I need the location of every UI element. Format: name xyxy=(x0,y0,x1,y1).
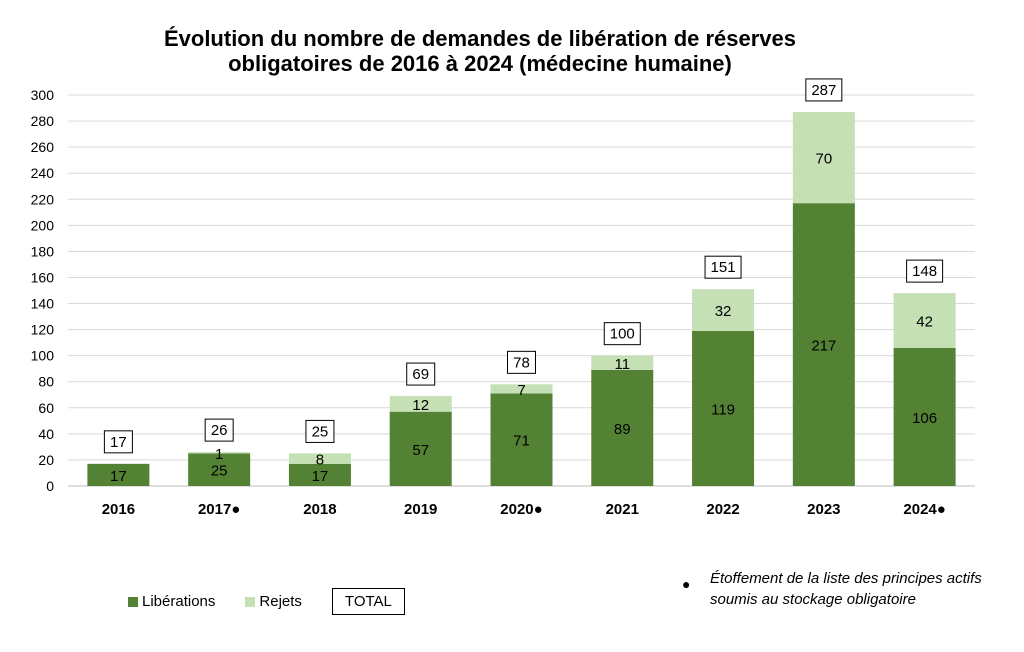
bar-liberations xyxy=(893,347,956,486)
total-label: 25 xyxy=(312,423,329,440)
y-tick-label: 80 xyxy=(38,374,54,390)
data-label-liberations: 25 xyxy=(211,463,228,480)
bar-rejets xyxy=(692,289,755,331)
data-label-rejets: 7 xyxy=(517,382,525,399)
y-tick-label: 220 xyxy=(31,191,55,207)
bar-liberations xyxy=(188,453,251,486)
data-label-rejets: 70 xyxy=(815,151,832,168)
bar-liberations xyxy=(389,411,452,486)
total-label: 69 xyxy=(412,366,429,383)
bar-liberations xyxy=(692,330,755,486)
data-label-liberations: 57 xyxy=(412,442,429,459)
x-tick-label: 2021 xyxy=(606,501,639,518)
x-tick-label: 2024● xyxy=(903,501,945,518)
total-box xyxy=(406,362,436,386)
data-label-rejets: 32 xyxy=(715,303,732,320)
data-label-rejets: 12 xyxy=(412,397,429,414)
data-label-liberations: 71 xyxy=(513,433,530,450)
y-tick-label: 180 xyxy=(31,243,55,259)
data-label-liberations: 106 xyxy=(912,410,937,427)
x-tick-label: 2017● xyxy=(198,501,240,518)
footnote: ● Étoffement de la liste des principes a… xyxy=(682,568,1014,610)
x-tick-label: 2022 xyxy=(706,501,739,518)
total-label: 100 xyxy=(610,326,635,343)
total-box xyxy=(704,255,742,279)
bar-liberations xyxy=(591,370,654,486)
total-box xyxy=(603,322,641,346)
legend-item-rejets: Rejets xyxy=(245,593,302,610)
chart-legend: Libérations Rejets TOTAL xyxy=(128,588,405,615)
x-tick-label: 2020● xyxy=(500,501,542,518)
chart-title-line2: obligatoires de 2016 à 2024 (médecine hu… xyxy=(228,51,732,76)
y-tick-label: 300 xyxy=(31,87,55,103)
data-label-rejets: 42 xyxy=(916,313,933,330)
total-label: 26 xyxy=(211,422,228,439)
y-tick-label: 120 xyxy=(31,322,55,338)
y-tick-label: 20 xyxy=(38,452,54,468)
data-label-rejets: 11 xyxy=(614,356,630,373)
total-box xyxy=(507,350,536,374)
total-label: 151 xyxy=(711,259,736,276)
data-label-liberations: 217 xyxy=(811,338,836,355)
total-label: 287 xyxy=(811,82,836,99)
bar-rejets xyxy=(288,453,351,464)
data-label-rejets: 8 xyxy=(316,452,324,469)
legend-swatch-rejets xyxy=(245,596,256,607)
x-tick-label: 2019 xyxy=(404,501,437,518)
legend-total-box: TOTAL xyxy=(331,588,405,615)
footnote-bullet-icon: ● xyxy=(682,576,691,592)
bar-rejets xyxy=(188,452,251,454)
y-tick-label: 140 xyxy=(31,296,55,312)
data-label-liberations: 89 xyxy=(614,421,631,438)
total-box xyxy=(204,418,234,442)
data-label-liberations: 17 xyxy=(312,468,329,485)
y-tick-label: 0 xyxy=(46,478,54,494)
total-label: 78 xyxy=(513,354,530,371)
y-tick-label: 240 xyxy=(31,165,55,181)
data-label-liberations: 119 xyxy=(711,401,735,418)
footnote-text: Étoffement de la liste des principes act… xyxy=(710,570,982,608)
stacked-bar-chart: 0 20 40 60 80 100 120 140 160 180 200 220 240 260 280 3… xyxy=(31,78,975,518)
total-box xyxy=(103,430,133,454)
bar-rejets xyxy=(792,111,855,204)
y-tick-label: 100 xyxy=(31,348,55,364)
x-tick-label: 2018 xyxy=(303,501,336,518)
y-tick-label: 260 xyxy=(31,139,55,155)
x-tick-label: 2016 xyxy=(102,501,135,518)
legend-swatch-liberations xyxy=(128,596,138,607)
total-box xyxy=(805,78,843,102)
y-tick-label: 60 xyxy=(38,400,54,416)
bar-rejets xyxy=(490,384,553,394)
legend-label-rejets: Rejets xyxy=(259,593,302,610)
bar-liberations xyxy=(490,393,553,486)
bar-rejets xyxy=(591,355,654,371)
y-tick-label: 280 xyxy=(31,113,55,129)
bar-rejets xyxy=(893,293,956,348)
bar-liberations xyxy=(288,463,351,486)
total-label: 17 xyxy=(110,434,127,451)
y-tick-label: 40 xyxy=(38,426,54,442)
bar-liberations xyxy=(87,463,150,486)
data-label-liberations: 17 xyxy=(110,468,127,485)
y-tick-label: 160 xyxy=(31,269,55,285)
total-label: 148 xyxy=(912,263,937,280)
y-tick-label: 200 xyxy=(31,217,55,233)
data-label-rejets: 1 xyxy=(215,446,223,463)
x-tick-label: 2023 xyxy=(807,501,840,518)
legend-item-liberations: Libérations xyxy=(128,593,215,610)
chart-title-line1: Évolution du nombre de demandes de libér… xyxy=(163,26,797,51)
total-box xyxy=(305,419,335,443)
total-box xyxy=(906,259,944,283)
bar-rejets xyxy=(389,396,452,412)
chart-title: Évolution du nombre de demandes de libér… xyxy=(60,26,900,76)
bar-liberations xyxy=(792,203,855,486)
legend-label-liberations: Libérations xyxy=(142,593,216,610)
